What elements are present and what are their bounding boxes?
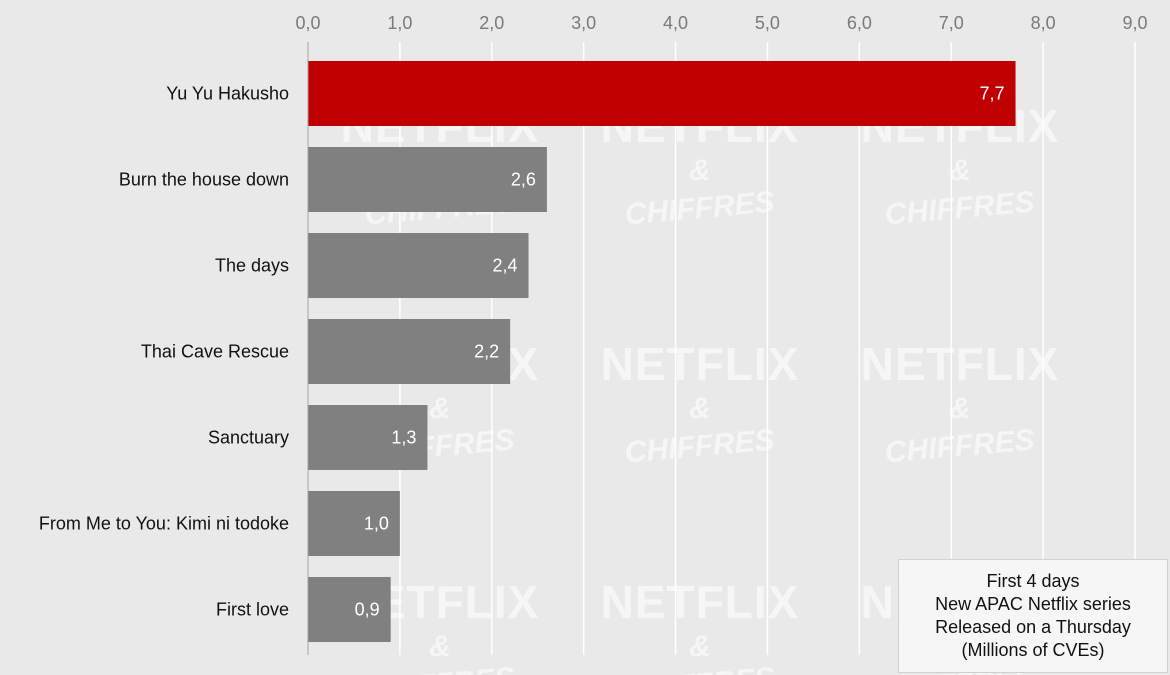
bar [308, 577, 391, 642]
category-label: Thai Cave Rescue [141, 342, 289, 362]
tick-label: 5,0 [755, 13, 780, 33]
data-label: 1,0 [364, 514, 389, 534]
bars: 7,7 2,6 2,4 2,2 1,3 1,0 0,9 [308, 61, 1016, 642]
watermark-subtitle: CHIFFRES [624, 662, 776, 675]
watermark-subtitle: CHIFFRES [884, 424, 1036, 470]
tick-label: 1,0 [387, 13, 412, 33]
legend-line-4: (Millions of CVEs) [961, 640, 1105, 660]
watermark-ampersand: & [949, 392, 971, 425]
watermark-7: NETFLIX&CHIFFRES [601, 576, 800, 675]
bar [308, 405, 428, 470]
watermark-subtitle: CHIFFRES [884, 186, 1036, 232]
category-label: The days [215, 256, 289, 276]
watermark-title: NETFLIX [601, 338, 800, 390]
data-label: 2,6 [511, 170, 536, 190]
bar [308, 491, 400, 556]
category-label: First love [216, 600, 289, 620]
tick-label: 9,0 [1122, 13, 1147, 33]
tick-label: 2,0 [479, 13, 504, 33]
bar [308, 147, 547, 212]
tick-label: 4,0 [663, 13, 688, 33]
watermark-ampersand: & [429, 630, 451, 663]
bar [308, 319, 511, 384]
category-label: Yu Yu Hakusho [166, 84, 289, 104]
category-label: Sanctuary [208, 428, 289, 448]
x-axis-ticks: 0,0 1,0 2,0 3,0 4,0 5,0 6,0 7,0 8,0 9,0 [295, 13, 1147, 33]
data-label: 0,9 [355, 600, 380, 620]
data-label: 2,2 [474, 342, 499, 362]
watermark-4: NETFLIX&CHIFFRES [601, 338, 800, 470]
watermark-ampersand: & [689, 630, 711, 663]
tick-label: 3,0 [571, 13, 596, 33]
watermark-title: NETFLIX [861, 338, 1060, 390]
legend-box: First 4 days New APAC Netflix series Rel… [898, 559, 1168, 673]
data-label: 1,3 [391, 428, 416, 448]
data-label: 7,7 [980, 84, 1005, 104]
legend-line-1: First 4 days [986, 571, 1080, 591]
bar [308, 61, 1016, 126]
watermark-ampersand: & [689, 392, 711, 425]
tick-label: 8,0 [1031, 13, 1056, 33]
bar [308, 233, 529, 298]
watermark-subtitle: CHIFFRES [624, 424, 776, 470]
watermark-ampersand: & [949, 154, 971, 187]
watermark-subtitle: CHIFFRES [364, 662, 516, 675]
legend-line-2: New APAC Netflix series [935, 594, 1131, 614]
watermark-5: NETFLIX&CHIFFRES [861, 338, 1060, 470]
tick-label: 0,0 [295, 13, 320, 33]
watermark-ampersand: & [429, 392, 451, 425]
legend-line-3: Released on a Thursday [935, 617, 1131, 637]
data-label: 2,4 [493, 256, 518, 276]
tick-label: 6,0 [847, 13, 872, 33]
category-label: From Me to You: Kimi ni todoke [39, 514, 289, 534]
category-labels: Yu Yu Hakusho Burn the house down The days… [39, 84, 289, 620]
tick-label: 7,0 [939, 13, 964, 33]
watermark-ampersand: & [689, 154, 711, 187]
watermark-title: NETFLIX [601, 576, 800, 628]
watermark-subtitle: CHIFFRES [624, 186, 776, 232]
category-label: Burn the house down [119, 170, 289, 190]
